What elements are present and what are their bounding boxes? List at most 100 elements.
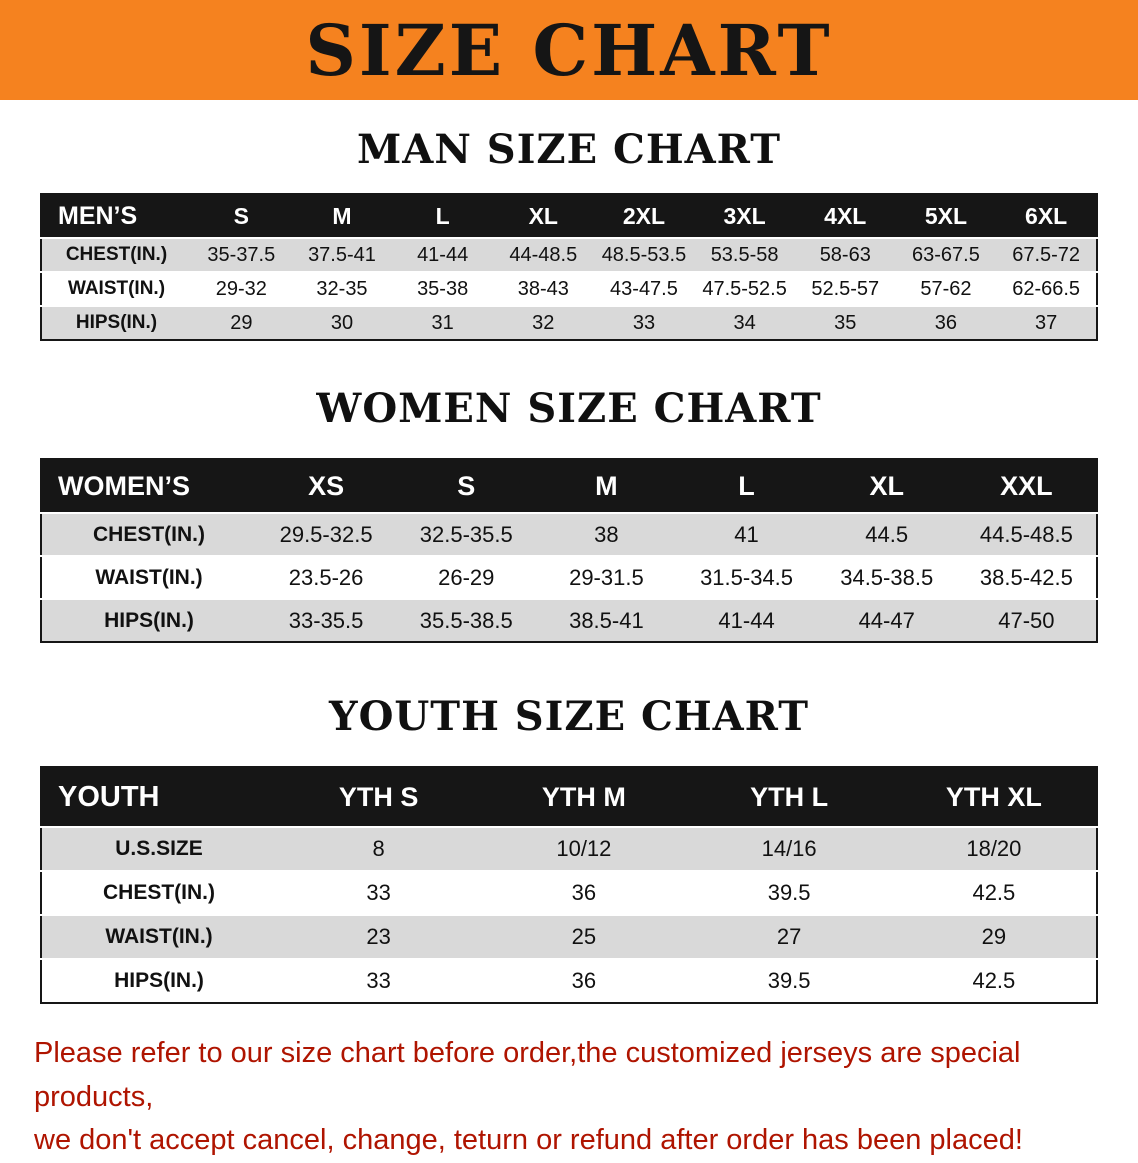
size-value-cell: 62-66.5 <box>1012 277 1081 300</box>
size-column-header: XS <box>256 459 397 514</box>
size-column-header: L <box>676 459 817 514</box>
size-table-header-row: YOUTH YTH S YTH M YTH L YTH XL <box>41 767 1097 828</box>
size-value-cell: 47-50 <box>998 607 1055 633</box>
size-value-cell: 52.5-57 <box>811 277 880 300</box>
size-value-cell: 41-44 <box>417 243 469 266</box>
size-column-header: YTH S <box>276 767 482 828</box>
size-column-header: YTH M <box>481 767 687 828</box>
size-value-cell: 33 <box>632 311 656 334</box>
size-column-header: XXL <box>956 459 1097 514</box>
size-value-cell: 32.5-35.5 <box>419 521 513 547</box>
size-table-header-row: MEN’S S M L XL 2XL 3XL 4XL 5XL 6XL <box>41 194 1097 239</box>
measurement-label: HIPS(IN.) <box>114 969 204 992</box>
size-value-cell: 42.5 <box>972 968 1016 993</box>
measurement-label: CHEST(IN.) <box>103 881 215 904</box>
size-column-header: 6XL <box>996 194 1097 239</box>
measurement-label: CHEST(IN.) <box>93 522 205 546</box>
size-value-cell: 36 <box>934 311 958 334</box>
size-value-cell: 29 <box>981 924 1007 949</box>
size-column-header: YTH XL <box>891 767 1097 828</box>
youth-size-section: YOUTH SIZE CHART YOUTH YTH S YTH M YTH L YTH… <box>0 693 1138 1004</box>
men-size-table: MEN’S S M L XL 2XL 3XL 4XL 5XL 6XL CHEST(IN.) 35-37… <box>40 193 1098 341</box>
disclaimer-line-2: we don't accept cancel, change, teturn o… <box>34 1124 1023 1156</box>
size-value-cell: 57-62 <box>920 277 972 300</box>
youth-size-table: YOUTH YTH S YTH M YTH L YTH XL U.S.SIZE 8 10/12… <box>40 766 1098 1004</box>
size-value-cell: 33 <box>366 880 391 905</box>
size-value-cell: 38 <box>594 521 619 547</box>
disclaimer-line-1: Please refer to our size chart before or… <box>34 1037 1021 1113</box>
size-value-cell: 35-38 <box>417 277 469 300</box>
measurement-row: WAIST(IN.) 29-32 32-35 35-38 38-43 43-47.5 47.… <box>41 272 1097 306</box>
size-value-cell: 34 <box>733 311 756 334</box>
size-value-cell: 35.5-38.5 <box>419 607 513 633</box>
size-value-cell: 36 <box>571 880 597 905</box>
men-size-section: MAN SIZE CHART MEN’S S M L XL 2XL 3XL 4XL 5XL 6XL… <box>0 126 1138 341</box>
size-value-cell: 27 <box>776 924 802 949</box>
table-title-cell: YOUTH <box>41 767 276 828</box>
size-column-header: S <box>396 459 537 514</box>
size-value-cell: 36 <box>571 968 597 993</box>
size-column-header: S <box>191 194 292 239</box>
measurement-row: U.S.SIZE 8 10/12 14/16 18/20 <box>41 827 1097 871</box>
size-column-header: 4XL <box>794 194 896 239</box>
size-value-cell: 37.5-41 <box>308 243 376 266</box>
size-column-header: XL <box>816 459 957 514</box>
measurement-label: WAIST(IN.) <box>67 278 166 299</box>
size-value-cell: 33-35.5 <box>288 607 364 633</box>
measurement-row: WAIST(IN.) 23 25 27 29 <box>41 915 1097 959</box>
size-value-cell: 44.5-48.5 <box>979 521 1073 547</box>
size-column-header: M <box>291 194 393 239</box>
size-value-cell: 23.5-26 <box>288 564 364 590</box>
size-value-cell: 42.5 <box>972 880 1016 905</box>
size-column-header: M <box>536 459 677 514</box>
women-size-section: WOMEN SIZE CHART WOMEN’S XS S M L XL XXL CHEST(… <box>0 385 1138 643</box>
size-value-cell: 39.5 <box>767 880 811 905</box>
size-column-header: 5XL <box>895 194 997 239</box>
size-column-header: XL <box>492 194 594 239</box>
size-value-cell: 67.5-72 <box>1012 243 1081 266</box>
women-size-table: WOMEN’S XS S M L XL XXL CHEST(IN.) 29.5-32.5 32.5… <box>40 458 1098 643</box>
size-value-cell: 18/20 <box>966 836 1022 861</box>
size-value-cell: 29-31.5 <box>569 564 644 590</box>
measurement-row: HIPS(IN.) 29 30 31 32 33 34 35 36 37 <box>41 306 1097 340</box>
size-value-cell: 47.5-52.5 <box>702 277 787 300</box>
size-value-cell: 25 <box>571 924 597 949</box>
size-value-cell: 29-32 <box>215 277 267 300</box>
size-value-cell: 41 <box>734 521 759 547</box>
size-column-header: L <box>392 194 493 239</box>
youth-size-chart-heading: YOUTH SIZE CHART <box>329 693 809 740</box>
size-value-cell: 38.5-42.5 <box>979 564 1073 590</box>
size-value-cell: 44.5 <box>865 521 909 547</box>
size-value-cell: 29.5-32.5 <box>279 521 373 547</box>
measurement-row: WAIST(IN.) 23.5-26 26-29 29-31.5 31.5-34.5 34… <box>41 556 1097 599</box>
size-value-cell: 30 <box>330 311 354 334</box>
size-value-cell: 26-29 <box>438 564 495 590</box>
table-title-cell: WOMEN’S <box>41 459 256 514</box>
size-value-cell: 32 <box>532 311 555 334</box>
size-value-cell: 37 <box>1035 311 1058 334</box>
size-value-cell: 33 <box>366 968 391 993</box>
measurement-label: WAIST(IN.) <box>105 925 213 948</box>
measurement-row: CHEST(IN.) 33 36 39.5 42.5 <box>41 871 1097 915</box>
size-value-cell: 8 <box>372 836 385 861</box>
size-value-cell: 39.5 <box>767 968 811 993</box>
size-value-cell: 31.5-34.5 <box>700 564 794 590</box>
size-value-cell: 38-43 <box>517 277 569 300</box>
size-value-cell: 41-44 <box>718 607 775 633</box>
measurement-row: CHEST(IN.) 35-37.5 37.5-41 41-44 44-48.5 48.5… <box>41 238 1097 272</box>
size-table-header-row: WOMEN’S XS S M L XL XXL <box>41 459 1097 514</box>
measurement-label: HIPS(IN.) <box>75 312 158 333</box>
size-value-cell: 63-67.5 <box>912 243 980 266</box>
size-value-cell: 43-47.5 <box>610 277 678 300</box>
measurement-label: WAIST(IN.) <box>95 565 203 589</box>
size-value-cell: 31 <box>431 311 454 334</box>
measurement-label: HIPS(IN.) <box>104 608 194 632</box>
size-value-cell: 58-63 <box>819 243 871 266</box>
measurement-row: CHEST(IN.) 29.5-32.5 32.5-35.5 38 41 44.5 44.5… <box>41 513 1097 556</box>
size-value-cell: 48.5-53.5 <box>601 243 687 266</box>
size-value-cell: 53.5-58 <box>710 243 779 266</box>
size-value-cell: 32-35 <box>316 277 368 300</box>
size-value-cell: 44-47 <box>858 607 915 633</box>
size-value-cell: 14/16 <box>761 836 817 861</box>
size-value-cell: 44-48.5 <box>509 243 578 266</box>
